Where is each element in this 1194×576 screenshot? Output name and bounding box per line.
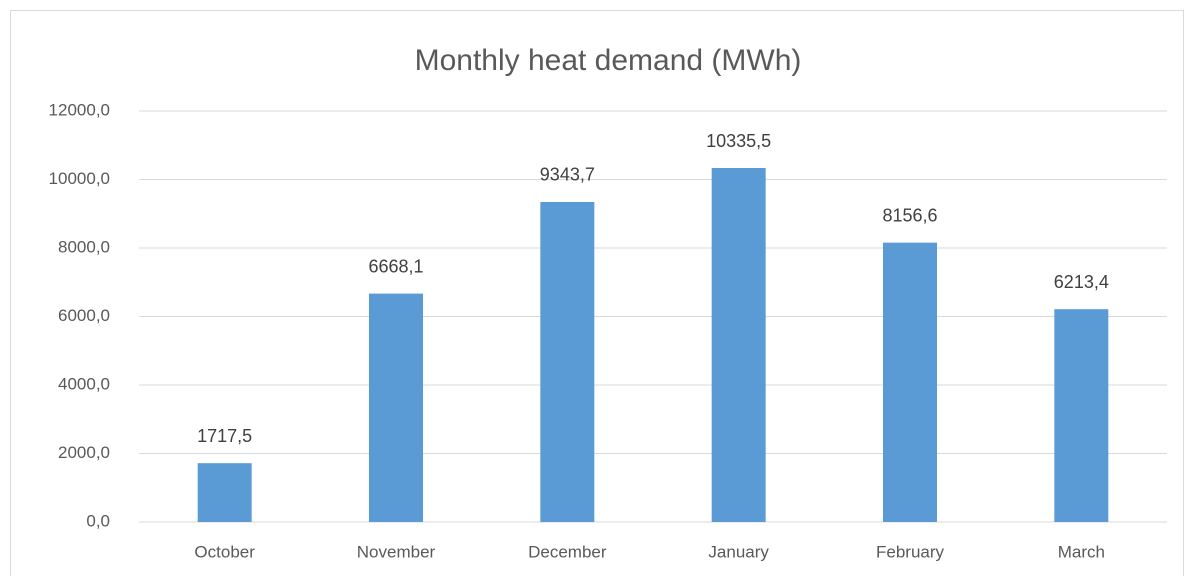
bar — [1054, 309, 1109, 522]
x-tick-label: November — [357, 542, 436, 561]
y-tick-label: 8000,0 — [58, 237, 110, 256]
bar — [197, 463, 252, 522]
x-tick-label: March — [1058, 542, 1105, 561]
data-label: 6213,4 — [1054, 272, 1109, 292]
x-tick-label: December — [528, 542, 607, 561]
bar — [711, 168, 766, 522]
bar — [540, 201, 595, 522]
x-tick-label: January — [708, 542, 769, 561]
y-tick-label: 4000,0 — [58, 374, 110, 393]
data-label: 10335,5 — [706, 131, 771, 151]
data-label: 1717,5 — [197, 426, 252, 446]
y-tick-label: 0,0 — [86, 511, 110, 530]
data-label: 8156,6 — [882, 205, 937, 225]
bar — [883, 242, 937, 522]
y-tick-label: 6000,0 — [58, 306, 110, 325]
bar — [369, 293, 423, 522]
chart-title: Monthly heat demand (MWh) — [415, 44, 802, 77]
y-tick-label: 12000,0 — [49, 100, 110, 119]
x-tick-label: February — [876, 542, 945, 561]
chart-frame — [10, 10, 1184, 576]
y-tick-label: 2000,0 — [58, 443, 110, 462]
x-tick-label: October — [194, 542, 255, 561]
data-label: 6668,1 — [368, 256, 423, 276]
y-tick-label: 10000,0 — [49, 169, 110, 188]
data-label: 9343,7 — [540, 165, 595, 185]
